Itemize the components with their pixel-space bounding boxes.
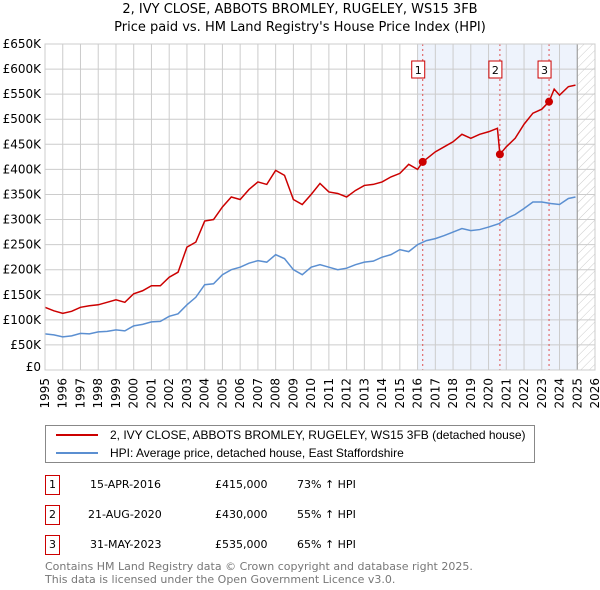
x-tick-label: 2007: [251, 378, 265, 409]
sale-date: 21-AUG-2020: [88, 508, 162, 521]
x-tick-label: 2012: [340, 378, 354, 409]
x-tick-label: 2016: [411, 378, 425, 409]
chart-title: 2, IVY CLOSE, ABBOTS BROMLEY, RUGELEY, W…: [122, 2, 478, 17]
legend: 2, IVY CLOSE, ABBOTS BROMLEY, RUGELEY, W…: [45, 425, 535, 463]
legend-swatch-red: [56, 434, 98, 436]
future-hatch: [577, 44, 595, 370]
x-tick-label: 2014: [375, 378, 389, 409]
y-tick-label: £650K: [3, 37, 43, 51]
x-tick-label: 2026: [588, 378, 600, 409]
sale-label: 1: [415, 64, 422, 77]
legend-label: HPI: Average price, detached house, East…: [110, 446, 404, 460]
x-tick-label: 1996: [56, 378, 70, 409]
sale-point: [495, 150, 504, 159]
y-tick-label: £550K: [3, 87, 43, 101]
legend-swatch-blue: [56, 452, 98, 454]
sale-date: 31-MAY-2023: [90, 538, 162, 551]
x-tick-label: 2019: [464, 378, 478, 409]
y-tick-label: £0: [26, 360, 41, 374]
sale-price: £430,000: [215, 508, 268, 521]
x-tick-label: 1999: [109, 378, 123, 409]
x-tick-label: 2020: [482, 378, 496, 409]
legend-item-property: 2, IVY CLOSE, ABBOTS BROMLEY, RUGELEY, W…: [56, 426, 526, 444]
x-tick-label: 2005: [215, 378, 229, 409]
y-tick-label: £600K: [3, 62, 43, 76]
sale-label-box: [537, 60, 552, 79]
sale-label: 2: [492, 64, 499, 77]
y-tick-label: £500K: [3, 112, 43, 126]
sale-row: 3 31-MAY-2023 £535,000 65% ↑ HPI: [45, 535, 445, 555]
x-tick-label: 2004: [198, 378, 212, 409]
x-tick-label: 2001: [144, 378, 158, 409]
x-tick-label: 2022: [517, 378, 531, 409]
x-tick-label: 2015: [393, 378, 407, 409]
sale-row: 1 15-APR-2016 £415,000 73% ↑ HPI: [45, 475, 445, 495]
y-tick-label: £250K: [3, 238, 43, 252]
series-line-hpi: [44, 196, 576, 338]
x-tick-label: 2010: [304, 378, 318, 409]
chart-subtitle: Price paid vs. HM Land Registry's House …: [114, 20, 486, 35]
sale-marker-badge: 2: [45, 505, 60, 525]
plot-area: 1995 1996 1997 1998 1999 2000 2001 2002 2003 2004…: [3, 37, 600, 409]
sale-marker-badge: 3: [45, 535, 60, 555]
x-tick-label: 2009: [286, 378, 300, 409]
sale-marker-badge: 1: [45, 475, 60, 495]
x-tick-label: 1995: [38, 378, 52, 409]
sale-price: £415,000: [215, 478, 268, 491]
x-tick-label: 2003: [180, 378, 194, 409]
y-tick-label: £150K: [3, 288, 43, 302]
x-tick-label: 2008: [269, 378, 283, 409]
sale-hpi-diff: 73% ↑ HPI: [297, 478, 356, 491]
y-tick-label: £50K: [10, 338, 42, 352]
x-tick-label: 2002: [162, 378, 176, 409]
x-tick-label: 2024: [553, 378, 567, 409]
y-tick-label: £200K: [3, 263, 43, 277]
footer-copyright: Contains HM Land Registry data © Crown c…: [45, 560, 473, 573]
sale-hpi-diff: 55% ↑ HPI: [297, 508, 356, 521]
sale-label: 3: [541, 64, 548, 77]
sale-label-box: [488, 60, 503, 79]
x-tick-label: 2000: [127, 378, 141, 409]
y-tick-label: £100K: [3, 313, 43, 327]
sale-date: 15-APR-2016: [90, 478, 162, 491]
x-tick-label: 2006: [233, 378, 247, 409]
y-tick-label: £450K: [3, 137, 43, 151]
sale-point: [418, 157, 427, 166]
x-tick-label: 2011: [322, 378, 336, 409]
y-tick-label: £400K: [3, 162, 43, 176]
sale-point: [545, 97, 554, 106]
sale-label-box: [411, 60, 426, 79]
y-tick-label: £350K: [3, 187, 43, 201]
x-tick-label: 1997: [73, 378, 87, 409]
legend-item-hpi: HPI: Average price, detached house, East…: [56, 444, 526, 462]
x-tick-label: 1998: [91, 378, 105, 409]
x-tick-label: 2021: [499, 378, 513, 409]
series-line-property: [44, 84, 576, 315]
x-tick-label: 2018: [446, 378, 460, 409]
x-tick-label: 2023: [535, 378, 549, 409]
x-tick-label: 2013: [357, 378, 371, 409]
x-tick-label: 2025: [570, 378, 584, 409]
sale-price: £535,000: [215, 538, 268, 551]
sale-hpi-diff: 65% ↑ HPI: [297, 538, 356, 551]
y-tick-label: £300K: [3, 213, 43, 227]
plot-border: [44, 43, 596, 371]
legend-label: 2, IVY CLOSE, ABBOTS BROMLEY, RUGELEY, W…: [110, 428, 526, 442]
footer-licence: This data is licensed under the Open Gov…: [45, 573, 396, 586]
sale-row: 2 21-AUG-2020 £430,000 55% ↑ HPI: [45, 505, 445, 525]
x-tick-label: 2017: [428, 378, 442, 409]
